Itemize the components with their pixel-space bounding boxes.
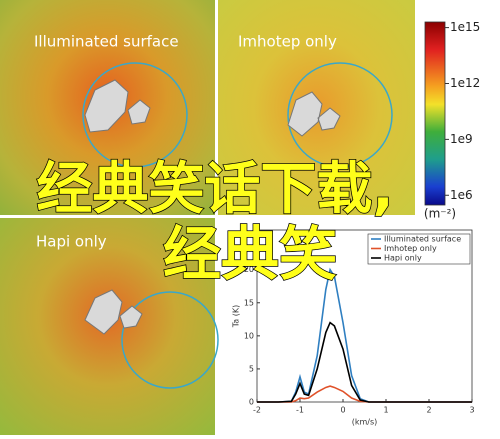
panel: Illuminated surface [0, 0, 215, 215]
legend-label: Hapi only [384, 254, 422, 263]
y-tick-label: 5 [249, 364, 254, 373]
y-tick-label: 20 [244, 265, 254, 274]
series-line [257, 321, 472, 403]
legend-label: Illuminated surface [384, 235, 461, 244]
overlay-text: 经典笑 [163, 220, 337, 288]
panel-title: Illuminated surface [34, 33, 179, 51]
y-tick-label: 0 [249, 398, 254, 407]
line-chart: -2 -1 0 1 2 3 0 5 10 15 20 (km/s) Ta (K) Illuminated … [232, 233, 475, 427]
colorbar-tick-label: 1e12 [450, 76, 480, 90]
x-tick-label: -1 [296, 406, 304, 415]
panel: Hapi only [0, 218, 219, 435]
y-axis-label: Ta (K) [232, 305, 241, 329]
y-tick-label: 15 [244, 298, 254, 307]
legend-label: Imhotep only [384, 244, 437, 253]
x-tick-label: 0 [340, 406, 345, 415]
colorbar-ticks: 1e15 1e12 1e9 1e6 [445, 20, 480, 202]
colorbar-tick-label: 1e15 [450, 20, 480, 34]
colorbar-tick-label: 1e9 [450, 132, 473, 146]
colorbar [424, 21, 446, 206]
comet [84, 79, 151, 133]
colorbar-label: (m⁻²) [424, 207, 456, 221]
overlay-text: 经典笑话下载, [36, 157, 393, 222]
panel: Imhotep only [218, 0, 415, 215]
x-tick-label: 3 [469, 406, 474, 415]
comet [84, 289, 143, 335]
comet [287, 91, 341, 137]
x-tick-label: -2 [253, 406, 261, 415]
x-tick-label: 1 [383, 406, 388, 415]
orbit-circle [82, 62, 188, 168]
legend-box [367, 233, 471, 265]
y-tick-label: 10 [244, 331, 254, 340]
x-tick-label: 2 [426, 406, 431, 415]
orbit-circle [121, 291, 219, 389]
panel-title: Hapi only [36, 233, 107, 251]
orbit-circle [287, 62, 393, 168]
x-axis-label: (km/s) [352, 418, 378, 427]
colorbar-tick-label: 1e6 [450, 188, 473, 202]
panel-title: Imhotep only [238, 33, 337, 51]
